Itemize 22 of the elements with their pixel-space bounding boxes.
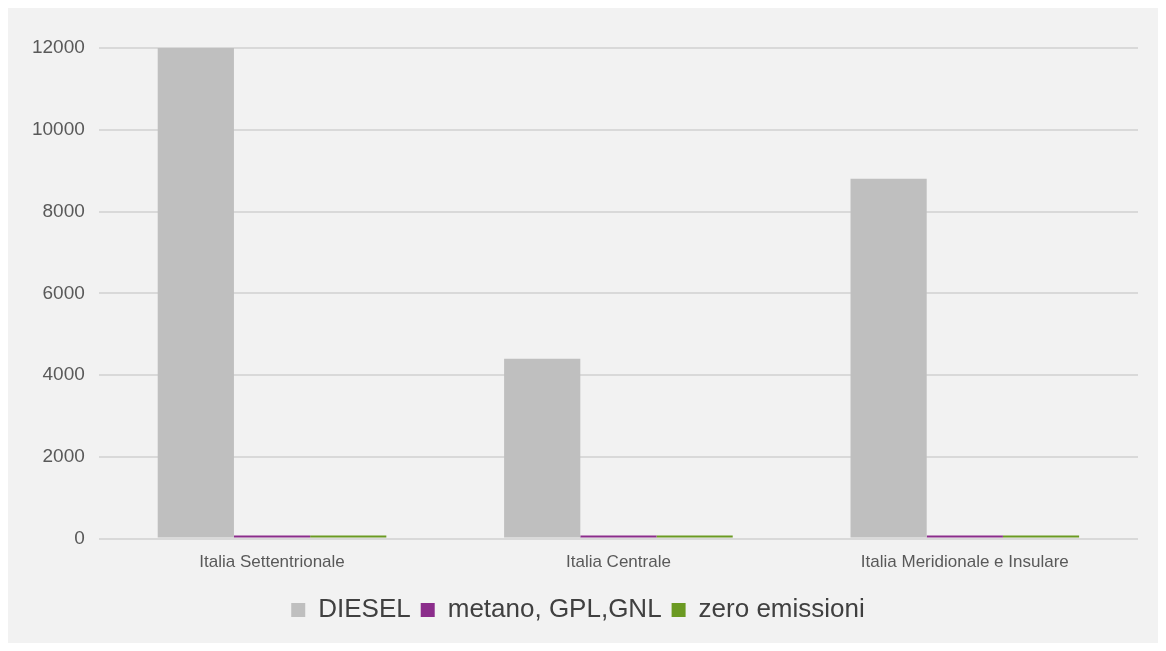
- x-tick-label: Italia Meridionale e Insulare: [860, 552, 1069, 572]
- bar: [1002, 535, 1080, 538]
- bar: [580, 535, 657, 538]
- y-tick-label: 4000: [42, 363, 85, 385]
- bar: [850, 178, 927, 538]
- y-tick-label: 8000: [42, 199, 85, 221]
- y-tick-label: 6000: [42, 281, 85, 303]
- bar: [656, 535, 733, 538]
- y-tick-label: 10000: [31, 118, 85, 139]
- legend-label: DIESEL: [318, 593, 411, 624]
- bar: [310, 535, 387, 538]
- y-tick-label: 2000: [42, 445, 85, 467]
- x-tick-label: Italia Settentrionale: [199, 552, 345, 572]
- x-tick-label: Italia Centrale: [565, 552, 671, 572]
- bar: [504, 358, 581, 538]
- bar: [233, 535, 311, 538]
- bar: [926, 535, 1003, 538]
- bar: [157, 48, 234, 538]
- legend-label: metano, GPL,GNL: [447, 593, 662, 624]
- legend-label: zero emissioni: [698, 593, 865, 624]
- y-tick-label: 12000: [31, 36, 85, 58]
- y-tick-label: 0: [74, 526, 85, 548]
